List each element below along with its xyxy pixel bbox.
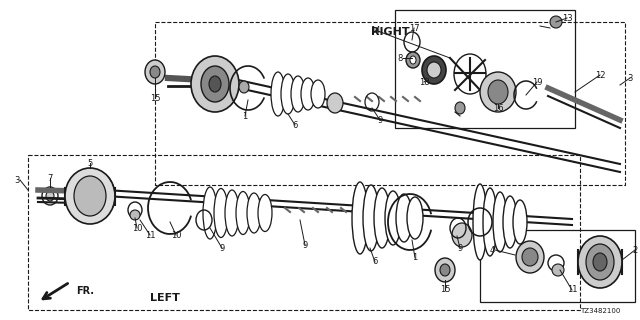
Ellipse shape xyxy=(440,264,450,276)
Ellipse shape xyxy=(473,184,487,260)
Text: 14: 14 xyxy=(370,26,380,35)
Text: FR.: FR. xyxy=(76,286,94,296)
Text: 11: 11 xyxy=(145,230,156,239)
Text: 5: 5 xyxy=(88,158,93,167)
Ellipse shape xyxy=(258,195,272,231)
Ellipse shape xyxy=(406,52,420,68)
Ellipse shape xyxy=(191,56,239,112)
Ellipse shape xyxy=(586,244,614,280)
Ellipse shape xyxy=(452,223,472,247)
Ellipse shape xyxy=(374,188,390,248)
Ellipse shape xyxy=(363,185,379,251)
Ellipse shape xyxy=(203,187,217,239)
Ellipse shape xyxy=(291,76,305,112)
Text: 8: 8 xyxy=(397,53,403,62)
Text: 17: 17 xyxy=(409,23,419,33)
Ellipse shape xyxy=(493,192,507,252)
Ellipse shape xyxy=(503,196,517,248)
Text: 3: 3 xyxy=(15,175,20,185)
Ellipse shape xyxy=(130,210,140,220)
Text: 2: 2 xyxy=(632,245,637,254)
Ellipse shape xyxy=(236,191,250,235)
Ellipse shape xyxy=(488,80,508,104)
Ellipse shape xyxy=(150,66,160,78)
Text: 9: 9 xyxy=(458,244,463,252)
Ellipse shape xyxy=(385,191,401,245)
Ellipse shape xyxy=(550,16,562,28)
Text: 1: 1 xyxy=(243,111,248,121)
Text: 15: 15 xyxy=(150,93,160,102)
Text: RIGHT: RIGHT xyxy=(371,27,410,37)
Ellipse shape xyxy=(480,72,516,112)
Text: 13: 13 xyxy=(562,13,572,22)
Text: 16: 16 xyxy=(493,103,503,113)
Ellipse shape xyxy=(271,72,285,116)
Text: LEFT: LEFT xyxy=(150,293,180,303)
Ellipse shape xyxy=(201,66,229,102)
Ellipse shape xyxy=(65,168,115,224)
Ellipse shape xyxy=(435,258,455,282)
Ellipse shape xyxy=(407,197,423,239)
Text: 4: 4 xyxy=(490,245,495,254)
Ellipse shape xyxy=(516,241,544,273)
Ellipse shape xyxy=(513,200,527,244)
Ellipse shape xyxy=(427,62,441,78)
Ellipse shape xyxy=(483,188,497,256)
Text: 6: 6 xyxy=(372,258,378,267)
Ellipse shape xyxy=(301,78,315,110)
Ellipse shape xyxy=(74,176,106,216)
Text: 7: 7 xyxy=(47,173,52,182)
Ellipse shape xyxy=(281,74,295,114)
Ellipse shape xyxy=(352,182,368,254)
Ellipse shape xyxy=(247,193,261,233)
Ellipse shape xyxy=(214,188,228,237)
Ellipse shape xyxy=(145,60,165,84)
Text: 9: 9 xyxy=(378,116,383,124)
Text: 9: 9 xyxy=(302,241,308,250)
Text: 15: 15 xyxy=(440,285,451,294)
Ellipse shape xyxy=(552,264,564,276)
Text: 6: 6 xyxy=(292,121,298,130)
Ellipse shape xyxy=(410,56,416,64)
Ellipse shape xyxy=(239,81,249,93)
Ellipse shape xyxy=(522,248,538,266)
Text: 12: 12 xyxy=(595,70,605,79)
Text: 9: 9 xyxy=(220,244,225,252)
Ellipse shape xyxy=(578,236,622,288)
Ellipse shape xyxy=(455,102,465,114)
Ellipse shape xyxy=(209,76,221,92)
Ellipse shape xyxy=(46,191,54,201)
Bar xyxy=(480,230,635,302)
Text: 10: 10 xyxy=(132,223,142,233)
Ellipse shape xyxy=(327,93,343,113)
Ellipse shape xyxy=(396,194,412,242)
Text: 19: 19 xyxy=(532,77,542,86)
Text: 11: 11 xyxy=(567,285,577,294)
Text: 1: 1 xyxy=(412,253,418,262)
Ellipse shape xyxy=(225,190,239,236)
Text: 10: 10 xyxy=(171,230,181,239)
Ellipse shape xyxy=(311,80,325,108)
Text: TZ3482100: TZ3482100 xyxy=(580,308,620,314)
Ellipse shape xyxy=(422,56,446,84)
Ellipse shape xyxy=(593,253,607,271)
Bar xyxy=(395,10,575,128)
Text: 3: 3 xyxy=(627,74,633,83)
Text: 18: 18 xyxy=(419,77,429,86)
